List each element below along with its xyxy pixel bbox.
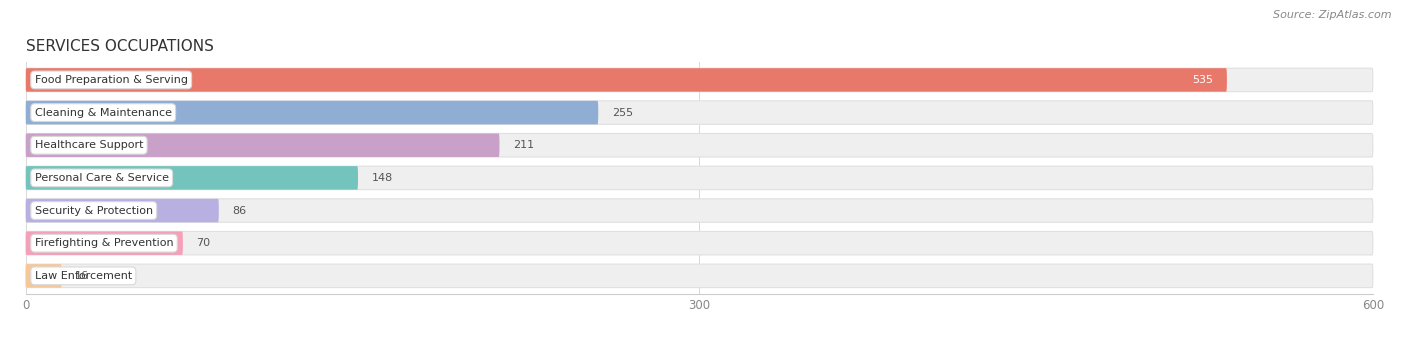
FancyBboxPatch shape <box>25 199 219 222</box>
Text: 70: 70 <box>197 238 211 248</box>
FancyBboxPatch shape <box>25 264 62 287</box>
Text: 255: 255 <box>612 108 633 118</box>
Text: Source: ZipAtlas.com: Source: ZipAtlas.com <box>1274 10 1392 20</box>
Text: 211: 211 <box>513 140 534 150</box>
FancyBboxPatch shape <box>25 166 1372 190</box>
Text: Personal Care & Service: Personal Care & Service <box>35 173 169 183</box>
Text: 148: 148 <box>371 173 392 183</box>
FancyBboxPatch shape <box>25 101 1372 124</box>
FancyBboxPatch shape <box>25 232 1372 255</box>
FancyBboxPatch shape <box>25 232 183 255</box>
Text: Cleaning & Maintenance: Cleaning & Maintenance <box>35 108 172 118</box>
Text: Security & Protection: Security & Protection <box>35 206 153 216</box>
Text: Food Preparation & Serving: Food Preparation & Serving <box>35 75 187 85</box>
Text: 16: 16 <box>75 271 89 281</box>
FancyBboxPatch shape <box>25 101 598 124</box>
Text: SERVICES OCCUPATIONS: SERVICES OCCUPATIONS <box>25 39 214 54</box>
FancyBboxPatch shape <box>25 133 1372 157</box>
FancyBboxPatch shape <box>25 264 1372 287</box>
Text: 535: 535 <box>1192 75 1213 85</box>
Text: 86: 86 <box>232 206 246 216</box>
FancyBboxPatch shape <box>25 133 499 157</box>
FancyBboxPatch shape <box>25 166 359 190</box>
FancyBboxPatch shape <box>25 199 1372 222</box>
FancyBboxPatch shape <box>25 68 1372 92</box>
Text: Firefighting & Prevention: Firefighting & Prevention <box>35 238 173 248</box>
Text: Law Enforcement: Law Enforcement <box>35 271 132 281</box>
Text: Healthcare Support: Healthcare Support <box>35 140 143 150</box>
FancyBboxPatch shape <box>25 68 1227 92</box>
